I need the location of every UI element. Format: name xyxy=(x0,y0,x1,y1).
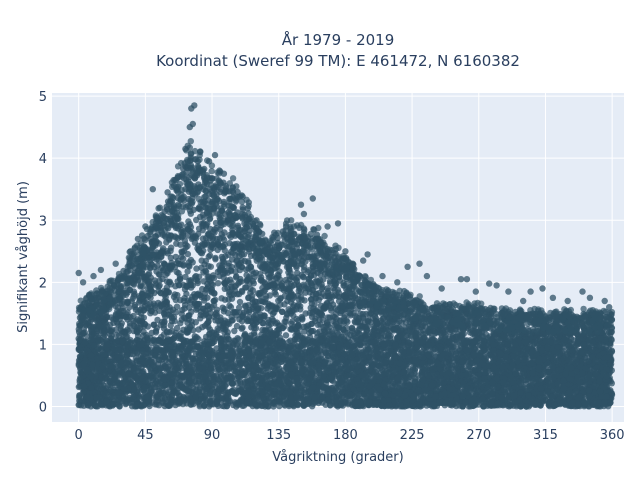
data-point xyxy=(218,295,225,302)
data-point xyxy=(250,280,257,287)
data-point xyxy=(184,250,192,258)
data-point xyxy=(220,308,228,315)
data-point xyxy=(192,272,200,280)
data-point xyxy=(160,331,168,338)
data-point xyxy=(212,256,219,263)
data-point xyxy=(214,246,221,254)
data-point xyxy=(281,318,288,325)
scatter-points xyxy=(75,102,616,410)
data-point xyxy=(152,327,160,334)
data-point xyxy=(183,290,190,298)
data-point xyxy=(173,268,180,276)
data-point xyxy=(193,216,200,224)
data-point xyxy=(172,253,179,261)
data-point xyxy=(206,252,214,259)
data-point xyxy=(346,302,354,309)
data-point xyxy=(282,332,290,339)
data-point xyxy=(316,277,324,284)
data-point xyxy=(236,298,244,306)
chart-title-line-1: År 1979 - 2019 xyxy=(282,30,395,49)
data-point xyxy=(181,305,188,312)
data-point xyxy=(196,205,203,212)
data-point xyxy=(229,249,236,257)
chart-title-line-2: Koordinat (Sweref 99 TM): E 461472, N 61… xyxy=(156,52,520,70)
data-point xyxy=(173,303,181,310)
data-point xyxy=(178,248,185,255)
data-point xyxy=(180,255,187,262)
